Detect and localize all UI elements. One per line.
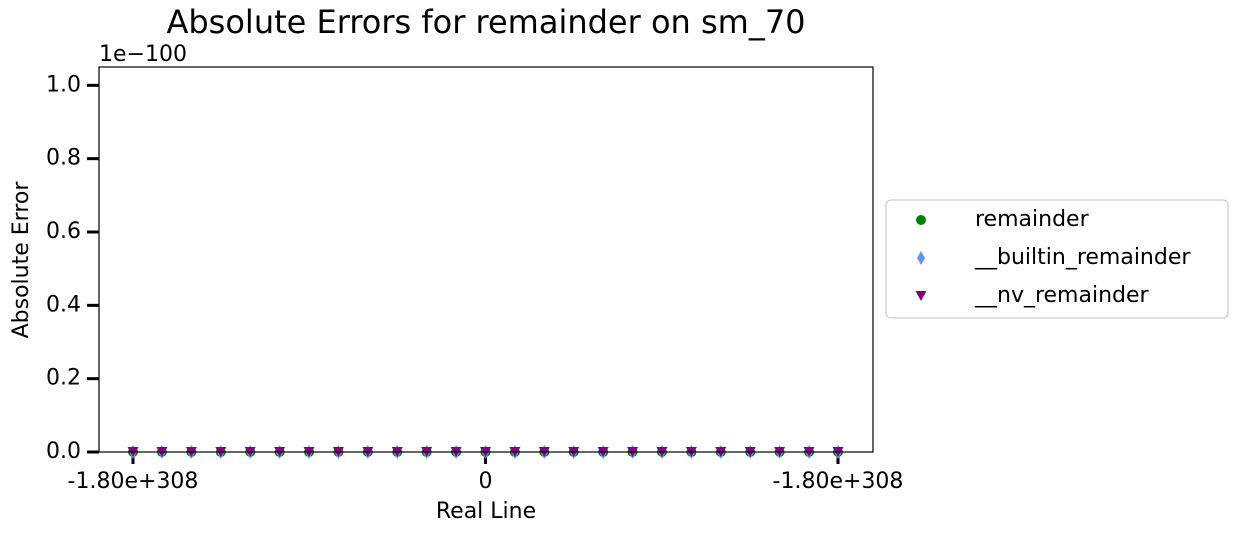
legend-marker: [916, 215, 926, 225]
x-tick-label: 0: [479, 469, 493, 494]
y-tick-label: 0.2: [46, 366, 81, 391]
legend-marker: [915, 291, 927, 301]
y-tick-label: 0.4: [46, 292, 81, 317]
chart-title: Absolute Errors for remainder on sm_70: [166, 3, 805, 41]
legend-marker: [917, 251, 925, 265]
legend-label: remainder: [975, 207, 1090, 232]
legend-label: __builtin_remainder: [974, 245, 1191, 270]
x-axis-label: Real Line: [436, 499, 536, 524]
x-tick-label: -1.80e+308: [773, 469, 904, 494]
y-axis-label: Absolute Error: [9, 181, 34, 339]
y-offset-label: 1e−100: [99, 42, 187, 67]
y-tick-label: 0.8: [46, 146, 81, 171]
x-tick-label: -1.80e+308: [68, 469, 199, 494]
legend-label: __nv_remainder: [974, 283, 1150, 308]
y-tick-label: 0.6: [46, 219, 81, 244]
y-tick-label: 1.0: [46, 72, 81, 97]
legend-box: [885, 199, 1229, 319]
y-tick-label: 0.0: [46, 439, 81, 464]
plot-frame: [98, 66, 874, 453]
